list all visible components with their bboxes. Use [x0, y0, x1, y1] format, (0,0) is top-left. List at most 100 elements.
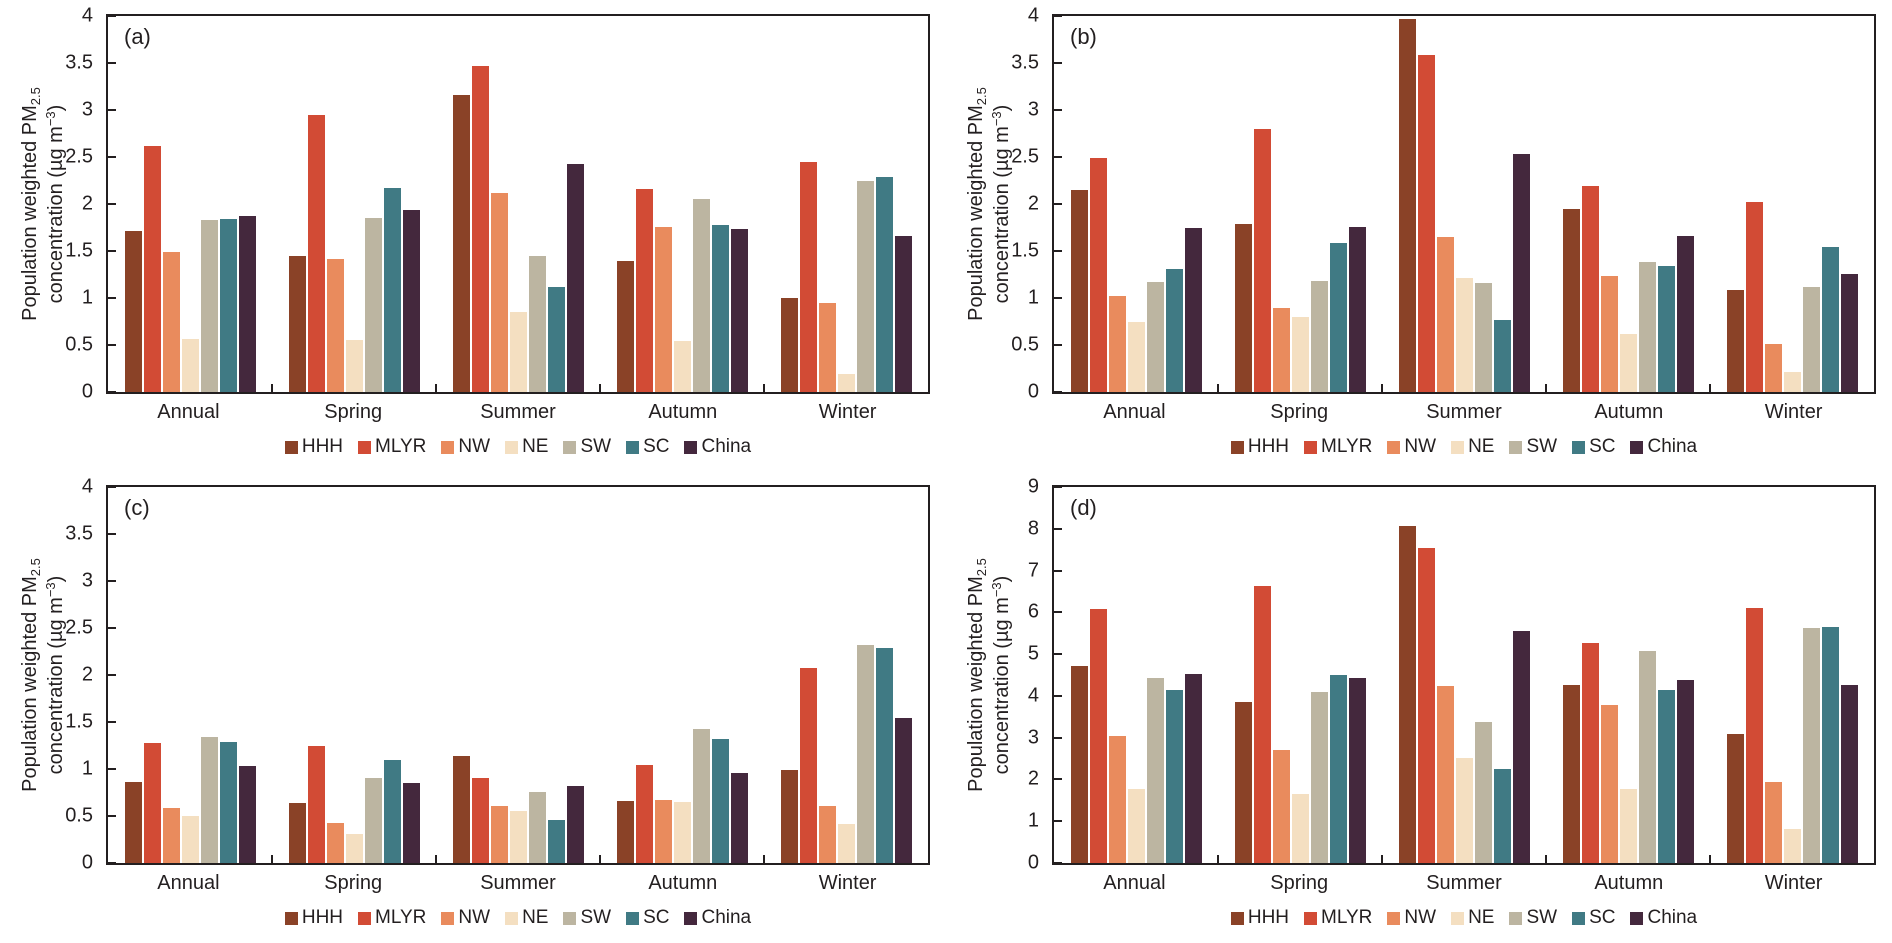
x-axis-labels: Annual Spring Summer Autumn Winter [1052, 401, 1876, 424]
bar-china-annual [238, 216, 256, 392]
x-tick-mark [1381, 384, 1383, 392]
y-tick-mark [1054, 736, 1062, 739]
legend-item-hhh: HHH [1230, 907, 1289, 929]
y-tick-mark [108, 156, 116, 158]
legend-item-ne: NE [505, 436, 548, 458]
bar-ne-annual [1127, 322, 1145, 392]
legend-label-hhh: HHH [1247, 436, 1290, 457]
y-axis-title-superscript: −3 [43, 582, 59, 598]
y-tick-label: 0 [1027, 380, 1039, 403]
bar-nw-summer [490, 805, 508, 863]
legend-item-hhh: HHH [1230, 436, 1290, 458]
bar-ne-winter [1783, 828, 1801, 863]
bar-mlyr-summer [471, 65, 489, 392]
y-tick-mark [108, 486, 116, 488]
panel-label: (a) [124, 24, 151, 49]
bar-nw-annual [1108, 735, 1126, 863]
y-tick-mark [1054, 820, 1062, 823]
legend: HHH MLYR NW NE SW SC China [106, 907, 930, 929]
y-tick-mark [108, 580, 116, 582]
legend-item-sc: SC [626, 907, 669, 929]
y-tick-mark [1054, 15, 1062, 17]
bar-hhh-winter [1726, 733, 1744, 863]
y-tick-mark [1054, 391, 1062, 393]
x-tick-label-annual: Annual [1103, 401, 1166, 423]
legend-item-sc: SC [1572, 436, 1615, 458]
legend-label-sw: SW [580, 907, 612, 928]
bar-sc-autumn [711, 738, 729, 863]
bar-mlyr-spring [1253, 586, 1271, 863]
y-tick-mark [1054, 156, 1062, 158]
legend-label-ne: NE [1468, 907, 1495, 928]
bar-sw-spring [1310, 692, 1328, 863]
bar-china-spring [1348, 226, 1366, 392]
bar-sw-summer [1474, 282, 1492, 392]
legend-swatch-sw [1509, 911, 1523, 925]
bar-nw-autumn [654, 800, 672, 863]
panel-a: Population weighted PM2.5 concentration … [0, 0, 946, 471]
panel-label: (c) [124, 495, 150, 520]
bar-hhh-autumn [616, 261, 634, 392]
y-axis-title-text: ) [991, 575, 1014, 583]
y-tick-mark [1054, 694, 1062, 697]
legend-label-mlyr: MLYR [375, 907, 427, 928]
bar-hhh-winter [1726, 290, 1744, 392]
y-tick-label: 3.5 [65, 522, 93, 545]
bar-sc-spring [383, 759, 401, 863]
bar-china-winter [1840, 684, 1858, 863]
bar-nw-spring [326, 822, 344, 863]
x-tick-label-spring: Spring [324, 872, 383, 894]
y-tick-mark [108, 203, 116, 205]
legend-swatch-sc [626, 911, 640, 925]
legend-label-ne: NE [1468, 436, 1495, 457]
x-tick-label-spring: Spring [1270, 872, 1329, 894]
legend-item-sw: SW [1509, 436, 1557, 458]
bar-china-winter [894, 718, 912, 863]
y-tick-label: 0.5 [65, 804, 93, 827]
bar-china-winter [894, 235, 912, 392]
y-tick-mark [1054, 527, 1062, 530]
y-axis-title-text: ) [45, 104, 68, 112]
legend-item-ne: NE [1451, 436, 1494, 458]
y-tick-label: 3 [1027, 98, 1039, 121]
y-tick-label: 3 [81, 98, 93, 121]
y-tick-label: 7 [1027, 559, 1039, 582]
bar-china-summer [566, 785, 584, 863]
bar-hhh-summer [452, 755, 470, 863]
bar-china-summer [1512, 630, 1530, 863]
bar-mlyr-summer [1417, 547, 1435, 863]
y-tick-mark [108, 391, 116, 393]
x-tick-mark [435, 384, 437, 392]
bar-china-autumn [1676, 235, 1694, 392]
legend-swatch-mlyr [358, 440, 372, 454]
legend-swatch-china [684, 440, 698, 454]
legend-swatch-sc [1572, 440, 1586, 454]
x-tick-mark [763, 384, 765, 392]
legend-label-mlyr: MLYR [375, 436, 427, 457]
bar-hhh-annual [124, 782, 142, 863]
bar-ne-autumn [673, 341, 691, 392]
legend-item-ne: NE [1451, 907, 1494, 929]
y-tick-label: 2 [1027, 767, 1039, 790]
bar-ne-summer [1455, 278, 1473, 392]
y-axis-title-line2: concentration (µg m−3) [43, 558, 69, 792]
y-axis-title-text: concentration (µg m [45, 597, 68, 775]
legend-item-china: China [1630, 436, 1697, 458]
y-axis-title: Population weighted PM2.5 concentration … [965, 87, 1015, 321]
bar-hhh-annual [1070, 189, 1088, 392]
bar-group-summer [436, 16, 600, 392]
bar-nw-winter [818, 302, 836, 392]
bars-container [108, 487, 928, 863]
bar-sw-summer [1474, 722, 1492, 863]
y-tick-label: 1 [81, 757, 93, 780]
bar-sc-autumn [1657, 690, 1675, 863]
bar-china-summer [1512, 154, 1530, 392]
y-axis-title-superscript: −3 [43, 111, 59, 127]
y-tick-mark [108, 533, 116, 535]
legend-swatch-mlyr [1304, 440, 1318, 454]
legend-label-hhh: HHH [301, 436, 344, 457]
y-axis-title-subscript: 2.5 [28, 558, 44, 577]
y-axis-title-text: concentration (µg m [45, 126, 68, 304]
legend-item-hhh: HHH [284, 907, 343, 929]
bar-nw-autumn [1600, 705, 1618, 863]
